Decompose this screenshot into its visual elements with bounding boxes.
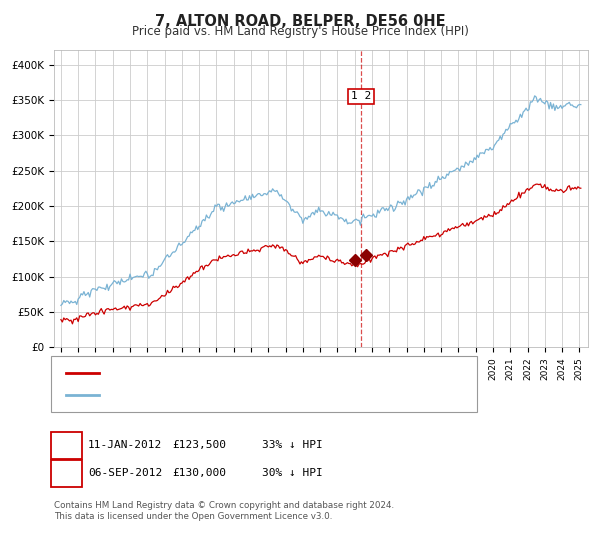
Text: £123,500: £123,500 — [172, 440, 226, 450]
Text: £130,000: £130,000 — [172, 468, 226, 478]
Text: 7, ALTON ROAD, BELPER, DE56 0HE: 7, ALTON ROAD, BELPER, DE56 0HE — [155, 14, 445, 29]
Text: 11-JAN-2012: 11-JAN-2012 — [88, 440, 163, 450]
Text: 33% ↓ HPI: 33% ↓ HPI — [262, 440, 323, 450]
Text: 7, ALTON ROAD, BELPER, DE56 0HE (detached house): 7, ALTON ROAD, BELPER, DE56 0HE (detache… — [105, 367, 400, 377]
Text: 1: 1 — [63, 438, 70, 452]
Text: Contains HM Land Registry data © Crown copyright and database right 2024.
This d: Contains HM Land Registry data © Crown c… — [54, 501, 394, 521]
Text: HPI: Average price, detached house, Amber Valley: HPI: Average price, detached house, Ambe… — [105, 390, 380, 400]
Text: 2: 2 — [63, 466, 70, 480]
Text: 1 2: 1 2 — [350, 91, 371, 101]
Text: 06-SEP-2012: 06-SEP-2012 — [88, 468, 163, 478]
Text: 30% ↓ HPI: 30% ↓ HPI — [262, 468, 323, 478]
Text: Price paid vs. HM Land Registry's House Price Index (HPI): Price paid vs. HM Land Registry's House … — [131, 25, 469, 38]
